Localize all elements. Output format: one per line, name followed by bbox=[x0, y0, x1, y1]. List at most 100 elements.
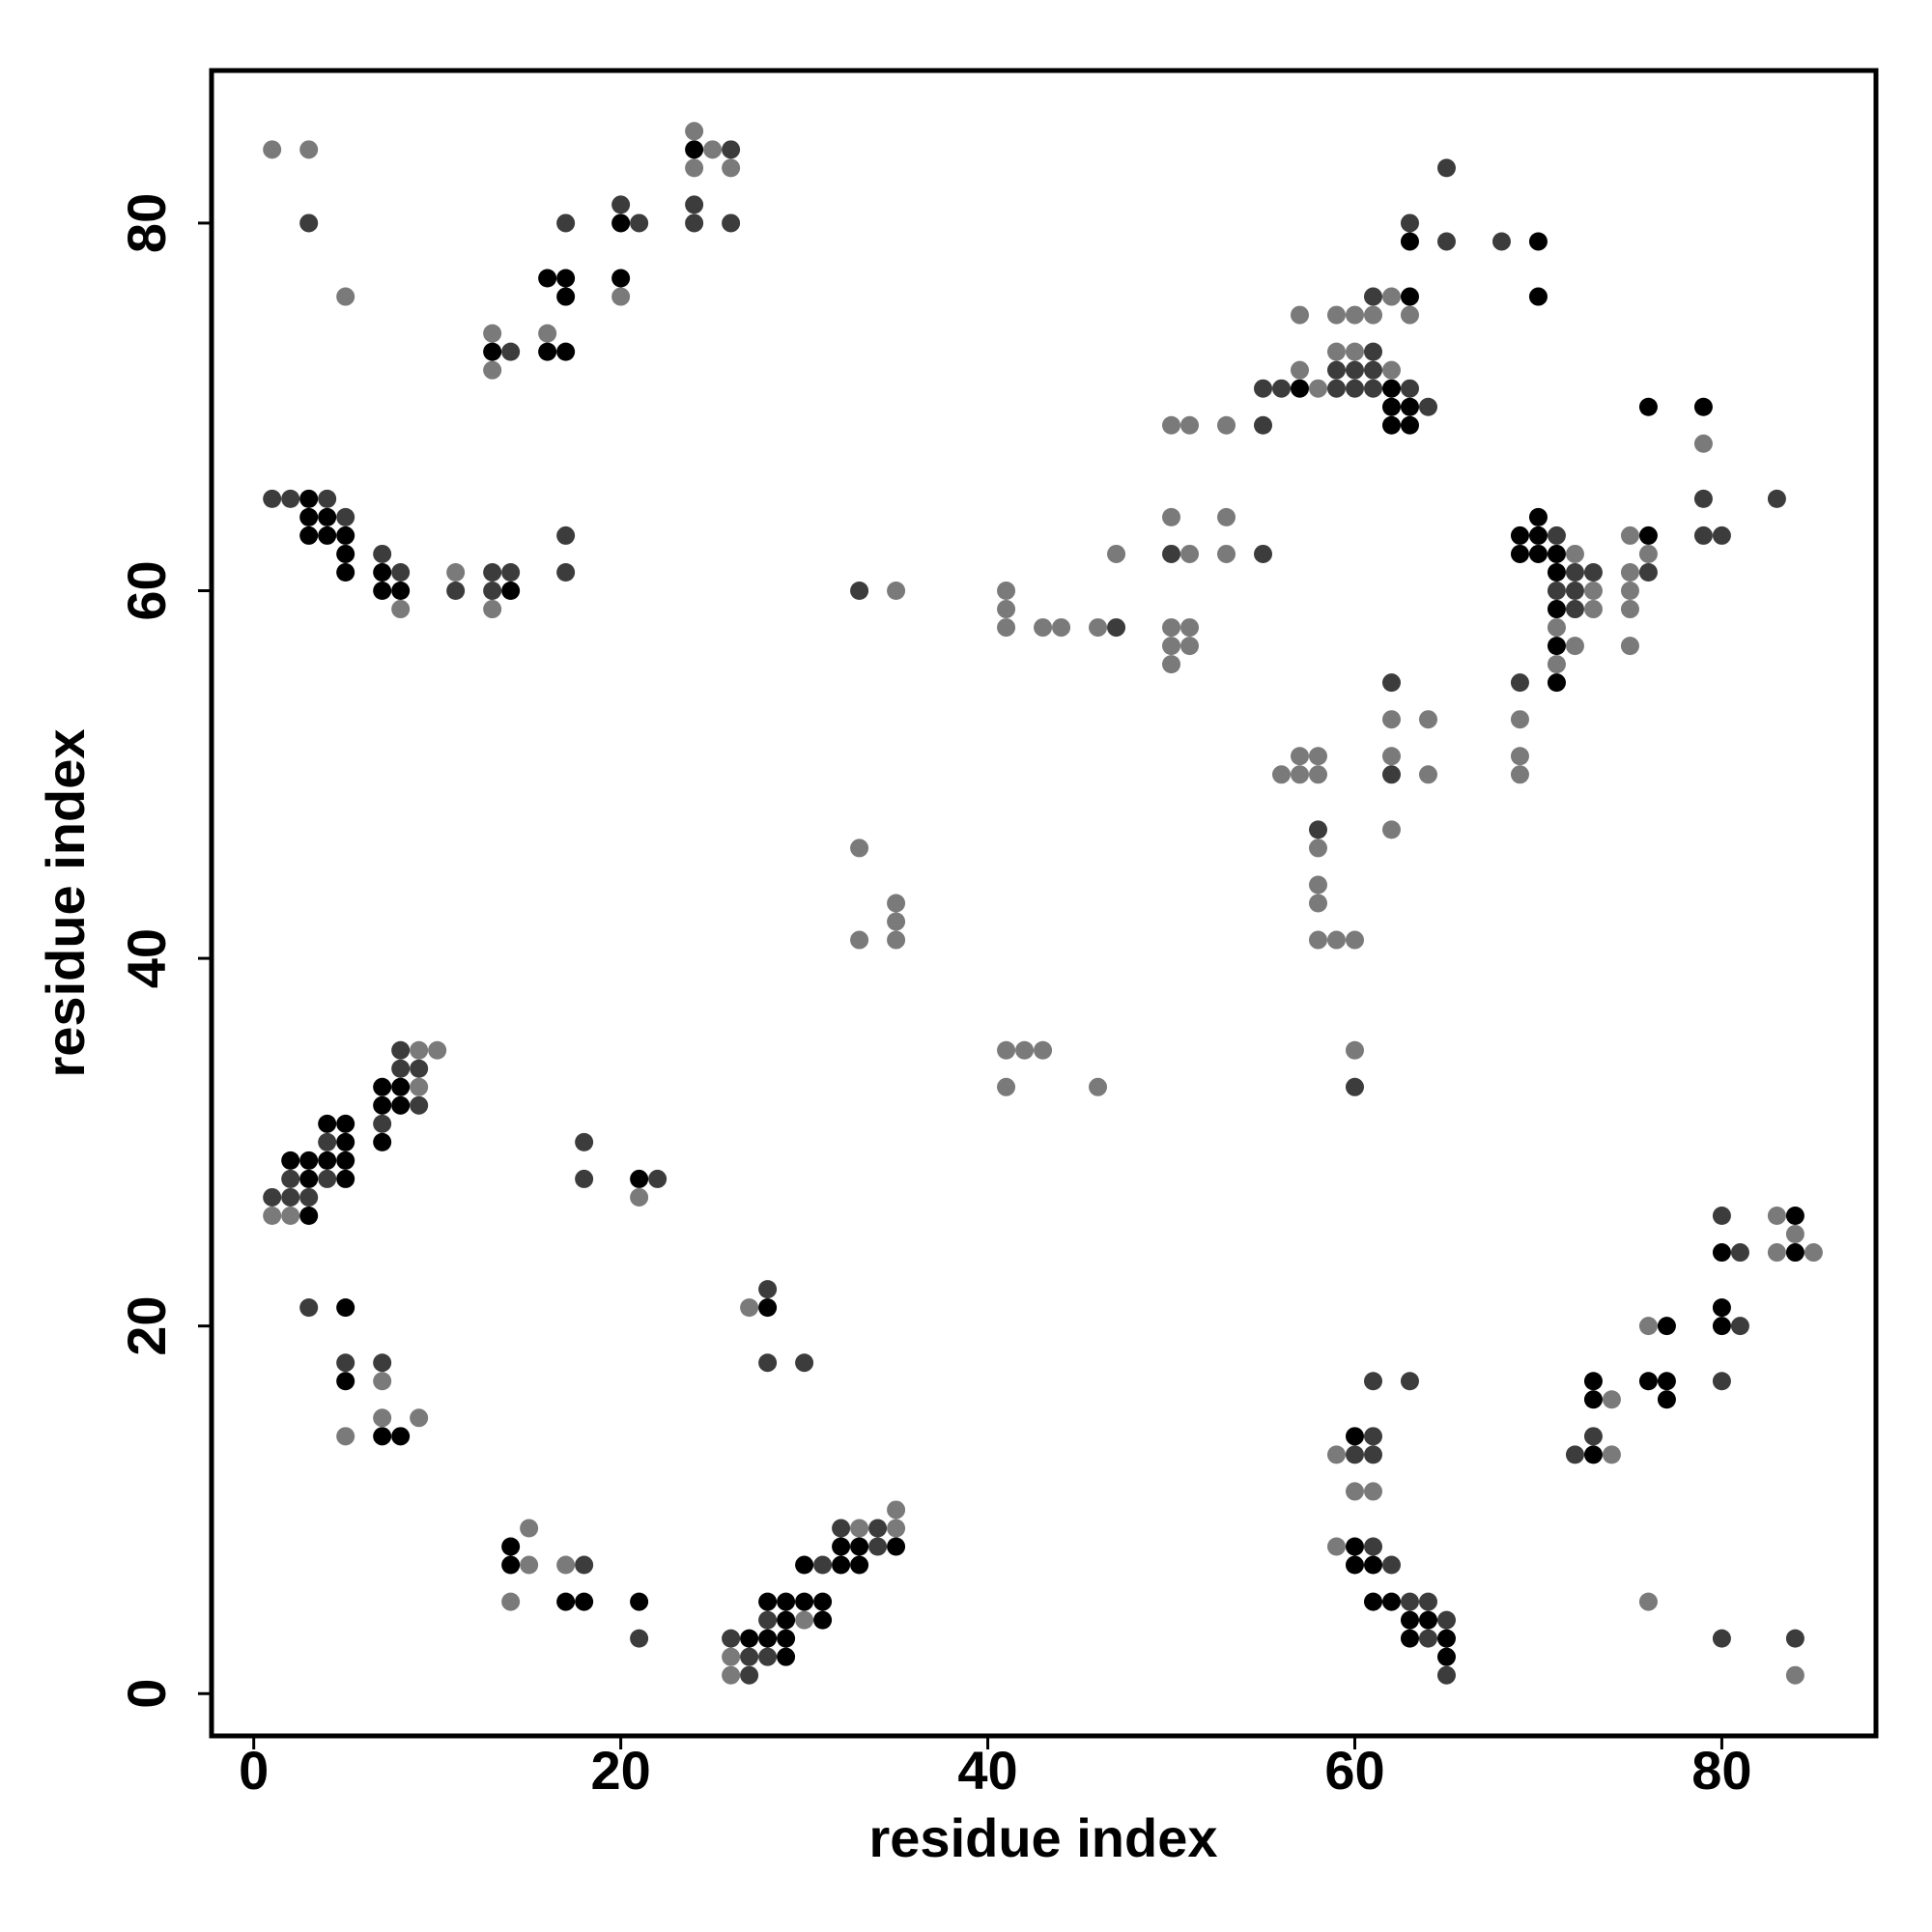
point bbox=[777, 1629, 796, 1648]
point bbox=[832, 1555, 851, 1575]
point bbox=[1400, 305, 1419, 325]
point bbox=[1345, 1482, 1364, 1501]
point bbox=[1363, 1482, 1382, 1501]
point bbox=[1785, 1243, 1804, 1263]
point bbox=[758, 1298, 778, 1318]
point bbox=[336, 562, 355, 582]
point bbox=[1638, 526, 1658, 545]
point bbox=[740, 1629, 759, 1648]
point bbox=[1528, 526, 1548, 545]
point bbox=[1363, 287, 1382, 306]
point bbox=[1381, 360, 1401, 380]
point bbox=[483, 342, 502, 361]
point bbox=[299, 1206, 319, 1225]
point bbox=[1400, 1372, 1419, 1391]
point bbox=[373, 1372, 392, 1391]
point bbox=[997, 1040, 1016, 1060]
point bbox=[263, 489, 282, 508]
point bbox=[630, 1187, 649, 1207]
point bbox=[887, 1500, 906, 1520]
point bbox=[1345, 1077, 1364, 1096]
point bbox=[722, 1665, 741, 1685]
point bbox=[1436, 1610, 1456, 1630]
point bbox=[1381, 820, 1401, 839]
point bbox=[1767, 1206, 1786, 1225]
point bbox=[1363, 1592, 1382, 1611]
point bbox=[1345, 1427, 1364, 1446]
point bbox=[887, 930, 906, 950]
point bbox=[263, 1206, 282, 1225]
point bbox=[336, 1372, 355, 1391]
point bbox=[1400, 379, 1419, 398]
point bbox=[1712, 1298, 1731, 1318]
point bbox=[868, 1537, 888, 1556]
point bbox=[1657, 1372, 1676, 1391]
point bbox=[813, 1592, 833, 1611]
point bbox=[1272, 379, 1292, 398]
point bbox=[722, 213, 741, 233]
point bbox=[1528, 232, 1548, 251]
point bbox=[1291, 765, 1310, 784]
point bbox=[556, 269, 576, 288]
point bbox=[887, 912, 906, 931]
point bbox=[1418, 1610, 1437, 1630]
point bbox=[318, 526, 337, 545]
point bbox=[758, 1647, 778, 1666]
point bbox=[391, 562, 411, 582]
point bbox=[611, 213, 631, 233]
point bbox=[722, 1647, 741, 1666]
plot-frame bbox=[209, 68, 1879, 1739]
point bbox=[740, 1665, 759, 1685]
point bbox=[1436, 232, 1456, 251]
y-axis-title: residue index bbox=[35, 728, 96, 1077]
point bbox=[538, 269, 557, 288]
point bbox=[1162, 507, 1181, 526]
point bbox=[1547, 526, 1566, 545]
point bbox=[373, 1077, 392, 1096]
point bbox=[1363, 1427, 1382, 1446]
point bbox=[299, 507, 319, 526]
point bbox=[1712, 1317, 1731, 1336]
point bbox=[758, 1629, 778, 1648]
point bbox=[795, 1592, 814, 1611]
point bbox=[1089, 618, 1108, 638]
point bbox=[483, 582, 502, 601]
point bbox=[1326, 305, 1346, 325]
point bbox=[1510, 710, 1529, 729]
point bbox=[483, 324, 502, 343]
y-tick-label: 0 bbox=[116, 1679, 177, 1709]
point bbox=[611, 195, 631, 214]
point bbox=[318, 489, 337, 508]
point bbox=[1583, 562, 1603, 582]
point bbox=[391, 582, 411, 601]
point bbox=[1418, 710, 1437, 729]
point bbox=[1107, 544, 1126, 563]
point bbox=[813, 1555, 833, 1575]
point bbox=[1620, 526, 1639, 545]
point bbox=[501, 1592, 521, 1611]
point bbox=[758, 1592, 778, 1611]
point bbox=[373, 582, 392, 601]
point bbox=[1254, 379, 1273, 398]
point bbox=[1400, 1610, 1419, 1630]
point bbox=[318, 1151, 337, 1170]
point bbox=[1309, 379, 1328, 398]
point bbox=[1254, 415, 1273, 435]
point bbox=[1345, 1445, 1364, 1464]
point bbox=[868, 1519, 888, 1538]
point bbox=[1309, 747, 1328, 766]
point bbox=[1712, 526, 1731, 545]
point bbox=[575, 1555, 594, 1575]
point bbox=[1217, 507, 1236, 526]
point bbox=[1693, 397, 1713, 416]
point bbox=[758, 1610, 778, 1630]
point bbox=[281, 1206, 300, 1225]
point bbox=[1254, 544, 1273, 563]
point bbox=[263, 1187, 282, 1207]
point bbox=[1345, 342, 1364, 361]
point bbox=[1345, 930, 1364, 950]
point bbox=[1510, 544, 1529, 563]
point bbox=[299, 489, 319, 508]
point bbox=[630, 1169, 649, 1188]
point bbox=[318, 1169, 337, 1188]
